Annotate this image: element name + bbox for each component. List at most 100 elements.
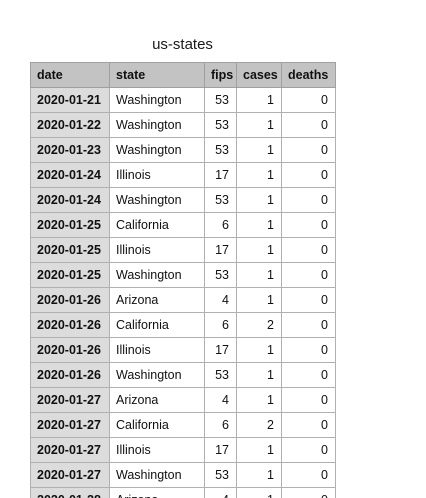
deaths-cell[interactable]: 0 (281, 437, 336, 463)
date-cell[interactable]: 2020-01-27 (30, 412, 110, 438)
state-cell[interactable]: Illinois (109, 237, 205, 263)
state-cell[interactable]: Washington (109, 362, 205, 388)
table-row: 2020-01-26 California 6 2 0 (30, 312, 336, 338)
fips-cell[interactable]: 6 (204, 312, 237, 338)
cases-cell[interactable]: 1 (236, 387, 282, 413)
cases-cell[interactable]: 1 (236, 487, 282, 498)
column-header-fips[interactable]: fips (204, 62, 237, 88)
state-cell[interactable]: California (109, 312, 205, 338)
deaths-cell[interactable]: 0 (281, 362, 336, 388)
state-cell[interactable]: Washington (109, 137, 205, 163)
state-cell[interactable]: Illinois (109, 162, 205, 188)
table-container[interactable]: date state fips cases deaths 2020-01-21 … (30, 62, 340, 498)
header-row: date state fips cases deaths (30, 62, 336, 88)
cases-cell[interactable]: 1 (236, 162, 282, 188)
deaths-cell[interactable]: 0 (281, 287, 336, 313)
date-cell[interactable]: 2020-01-25 (30, 212, 110, 238)
fips-cell[interactable]: 17 (204, 237, 237, 263)
fips-cell[interactable]: 4 (204, 287, 237, 313)
deaths-cell[interactable]: 0 (281, 262, 336, 288)
state-cell[interactable]: Washington (109, 262, 205, 288)
state-cell[interactable]: California (109, 212, 205, 238)
date-cell[interactable]: 2020-01-23 (30, 137, 110, 163)
deaths-cell[interactable]: 0 (281, 137, 336, 163)
fips-cell[interactable]: 53 (204, 112, 237, 138)
state-cell[interactable]: Washington (109, 462, 205, 488)
cases-cell[interactable]: 1 (236, 112, 282, 138)
state-cell[interactable]: Washington (109, 187, 205, 213)
table-row: 2020-01-27 California 6 2 0 (30, 412, 336, 438)
date-cell[interactable]: 2020-01-27 (30, 437, 110, 463)
table-row: 2020-01-27 Arizona 4 1 0 (30, 387, 336, 413)
date-cell[interactable]: 2020-01-24 (30, 162, 110, 188)
state-cell[interactable]: Washington (109, 87, 205, 113)
cases-cell[interactable]: 1 (236, 262, 282, 288)
fips-cell[interactable]: 53 (204, 362, 237, 388)
date-cell[interactable]: 2020-01-21 (30, 87, 110, 113)
state-cell[interactable]: Arizona (109, 387, 205, 413)
column-header-cases[interactable]: cases (236, 62, 282, 88)
deaths-cell[interactable]: 0 (281, 312, 336, 338)
deaths-cell[interactable]: 0 (281, 412, 336, 438)
column-header-deaths[interactable]: deaths (281, 62, 336, 88)
deaths-cell[interactable]: 0 (281, 112, 336, 138)
date-cell[interactable]: 2020-01-25 (30, 237, 110, 263)
fips-cell[interactable]: 53 (204, 187, 237, 213)
cases-cell[interactable]: 1 (236, 287, 282, 313)
column-header-date[interactable]: date (30, 62, 110, 88)
cases-cell[interactable]: 1 (236, 237, 282, 263)
fips-cell[interactable]: 17 (204, 437, 237, 463)
state-cell[interactable]: Arizona (109, 287, 205, 313)
fips-cell[interactable]: 53 (204, 87, 237, 113)
deaths-cell[interactable]: 0 (281, 187, 336, 213)
cases-cell[interactable]: 1 (236, 437, 282, 463)
fips-cell[interactable]: 53 (204, 137, 237, 163)
cases-cell[interactable]: 1 (236, 462, 282, 488)
state-cell[interactable]: California (109, 412, 205, 438)
data-table: date state fips cases deaths 2020-01-21 … (30, 62, 336, 498)
date-cell[interactable]: 2020-01-27 (30, 462, 110, 488)
fips-cell[interactable]: 53 (204, 262, 237, 288)
cases-cell[interactable]: 1 (236, 362, 282, 388)
deaths-cell[interactable]: 0 (281, 237, 336, 263)
state-cell[interactable]: Illinois (109, 437, 205, 463)
deaths-cell[interactable]: 0 (281, 87, 336, 113)
fips-cell[interactable]: 53 (204, 462, 237, 488)
cases-cell[interactable]: 2 (236, 412, 282, 438)
cases-cell[interactable]: 1 (236, 337, 282, 363)
fips-cell[interactable]: 4 (204, 387, 237, 413)
state-cell[interactable]: Washington (109, 112, 205, 138)
table-row: 2020-01-24 Washington 53 1 0 (30, 187, 336, 213)
deaths-cell[interactable]: 0 (281, 162, 336, 188)
date-cell[interactable]: 2020-01-26 (30, 362, 110, 388)
table-row: 2020-01-26 Arizona 4 1 0 (30, 287, 336, 313)
fips-cell[interactable]: 6 (204, 212, 237, 238)
fips-cell[interactable]: 6 (204, 412, 237, 438)
date-cell[interactable]: 2020-01-22 (30, 112, 110, 138)
table-row: 2020-01-23 Washington 53 1 0 (30, 137, 336, 163)
table-row: 2020-01-27 Washington 53 1 0 (30, 462, 336, 488)
deaths-cell[interactable]: 0 (281, 337, 336, 363)
date-cell[interactable]: 2020-01-26 (30, 337, 110, 363)
deaths-cell[interactable]: 0 (281, 487, 336, 498)
state-cell[interactable]: Arizona (109, 487, 205, 498)
date-cell[interactable]: 2020-01-26 (30, 312, 110, 338)
fips-cell[interactable]: 17 (204, 162, 237, 188)
state-cell[interactable]: Illinois (109, 337, 205, 363)
cases-cell[interactable]: 1 (236, 187, 282, 213)
deaths-cell[interactable]: 0 (281, 387, 336, 413)
date-cell[interactable]: 2020-01-24 (30, 187, 110, 213)
date-cell[interactable]: 2020-01-27 (30, 387, 110, 413)
deaths-cell[interactable]: 0 (281, 462, 336, 488)
date-cell[interactable]: 2020-01-28 (30, 487, 110, 498)
fips-cell[interactable]: 4 (204, 487, 237, 498)
deaths-cell[interactable]: 0 (281, 212, 336, 238)
cases-cell[interactable]: 1 (236, 212, 282, 238)
cases-cell[interactable]: 2 (236, 312, 282, 338)
column-header-state[interactable]: state (109, 62, 205, 88)
date-cell[interactable]: 2020-01-26 (30, 287, 110, 313)
date-cell[interactable]: 2020-01-25 (30, 262, 110, 288)
cases-cell[interactable]: 1 (236, 87, 282, 113)
cases-cell[interactable]: 1 (236, 137, 282, 163)
fips-cell[interactable]: 17 (204, 337, 237, 363)
